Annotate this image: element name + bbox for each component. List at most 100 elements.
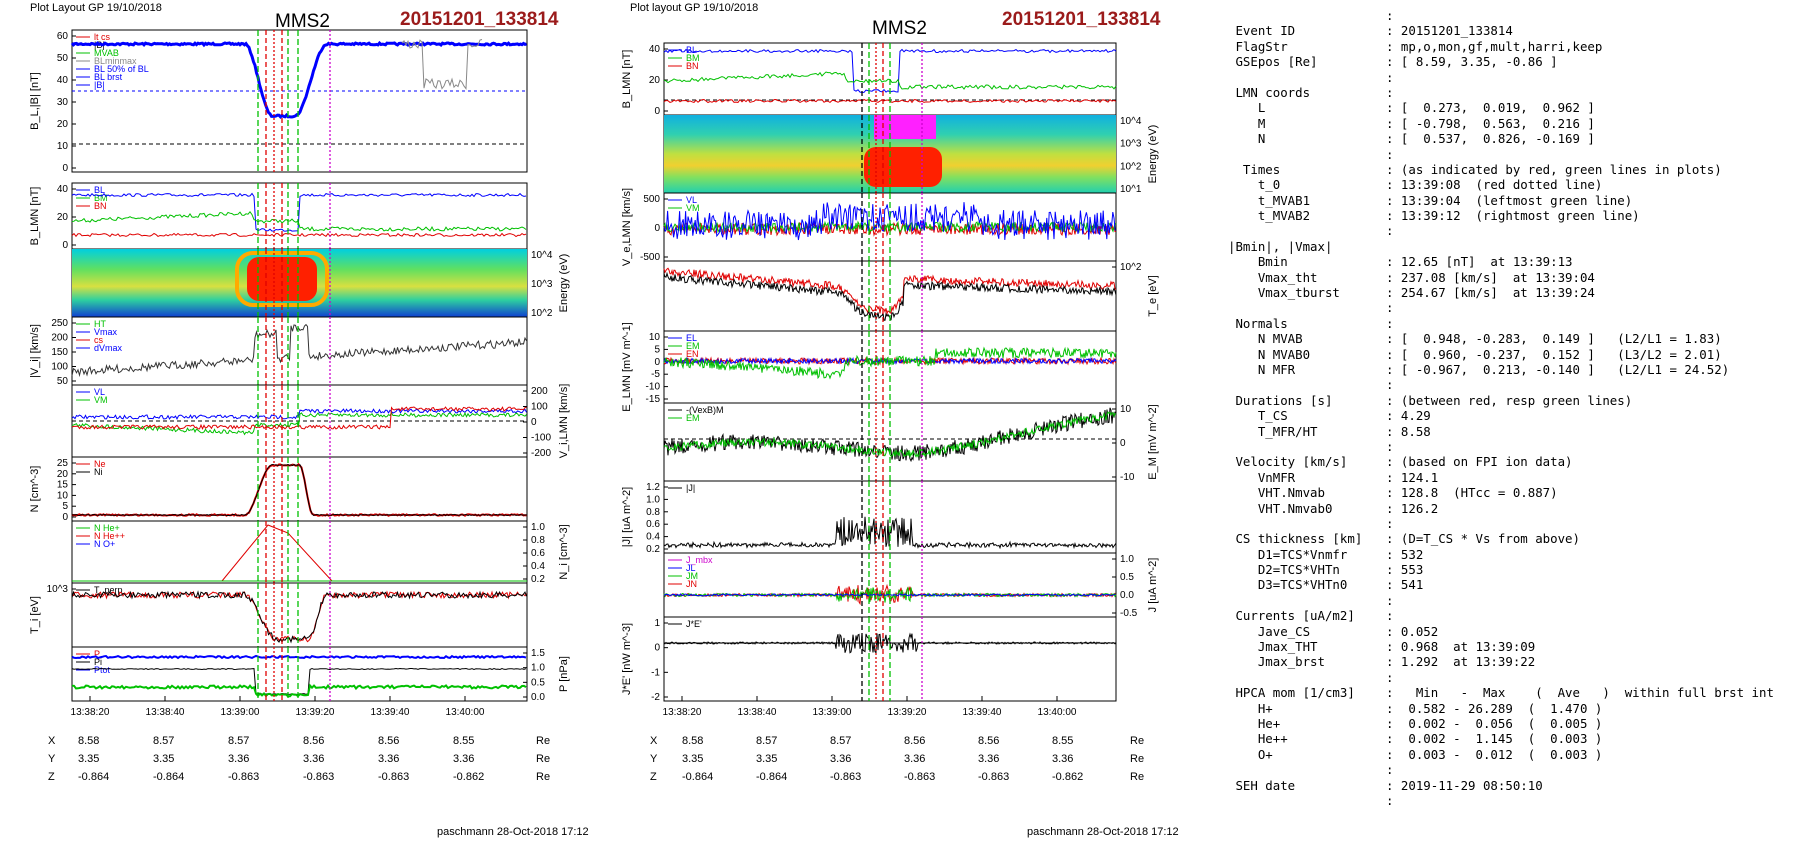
y-tick-label: 10 bbox=[57, 490, 69, 501]
info-line: L: [ 0.273, 0.019, 0.962 ] bbox=[1228, 100, 1774, 115]
info-line: Jmax_brst: 1.292 at 13:39:22 bbox=[1228, 654, 1774, 669]
info-line: HPCA mom [1/cm3]: Min - Max ( Ave ) with… bbox=[1228, 685, 1773, 700]
info-key: Durations [s] bbox=[1228, 392, 1333, 408]
x-tick-label: 13:39:20 bbox=[888, 707, 927, 718]
info-value: : 128.8 (HTcc = 0.887) bbox=[1386, 485, 1558, 501]
ti-par-series bbox=[71, 590, 527, 643]
y-tick-label: 50 bbox=[57, 53, 69, 64]
position-value: -0.864 bbox=[756, 771, 788, 783]
legend-entry: lt cs bbox=[94, 32, 111, 42]
info-line: t_0: 13:39:08 (red dotted line) bbox=[1228, 177, 1774, 192]
ti-perp-series bbox=[71, 590, 527, 644]
info-value: : [ -0.798, 0.563, 0.216 ] bbox=[1386, 115, 1595, 131]
y-tick-label: 0.8 bbox=[531, 535, 545, 546]
legend-entry: Ni bbox=[94, 467, 103, 477]
info-value: : 1.292 at 13:39:22 bbox=[1386, 654, 1536, 670]
panel-frame bbox=[71, 29, 528, 173]
info-key: Times bbox=[1228, 161, 1281, 177]
info-value: : [ 0.948, -0.283, 0.149 ] (L2/L1 = 1.83… bbox=[1386, 331, 1722, 347]
info-value: : bbox=[1386, 84, 1394, 100]
y-tick-label: 1 bbox=[654, 618, 660, 629]
y-tick-label: 60 bbox=[57, 31, 69, 42]
position-value: -0.864 bbox=[682, 771, 714, 783]
y-axis-label: Energy (eV) bbox=[1147, 125, 1159, 184]
info-key: D3=TCS*VHTn0 bbox=[1228, 577, 1348, 593]
ptot-series bbox=[71, 654, 527, 660]
y-tick-label: 10^2 bbox=[1120, 161, 1142, 172]
info-value: : (D=T_CS * Vs from above) bbox=[1386, 531, 1580, 547]
info-key bbox=[1228, 516, 1386, 531]
y-tick-label: 15 bbox=[57, 480, 69, 491]
left-event-title: 20151201_133814 bbox=[400, 9, 559, 30]
y-tick-label: -0.5 bbox=[1120, 608, 1138, 619]
legend-entry: Vmax bbox=[94, 327, 118, 337]
y-tick-label: 100 bbox=[531, 402, 548, 413]
y-axis-label: |V_i| [km/s] bbox=[29, 324, 41, 378]
middle-layout-label: Plot layout GP 19/10/2018 bbox=[630, 2, 759, 14]
info-key bbox=[1228, 223, 1386, 238]
info-value: : bbox=[1386, 792, 1394, 808]
position-row-label: Z bbox=[650, 771, 657, 783]
info-value: : bbox=[1386, 608, 1394, 624]
position-unit: Re bbox=[536, 753, 551, 765]
info-line: : bbox=[1228, 223, 1774, 238]
info-line: Jmax_THT: 0.968 at 13:39:09 bbox=[1228, 639, 1774, 654]
info-key: N bbox=[1228, 131, 1266, 147]
info-key: He++ bbox=[1228, 731, 1288, 747]
info-key: Event ID bbox=[1228, 23, 1296, 39]
y-axis-label: B_LMN [nT] bbox=[621, 50, 633, 109]
position-value: -0.863 bbox=[904, 771, 936, 783]
em-series bbox=[663, 411, 1117, 458]
info-line: Velocity [km/s]: (based on FPI ion data) bbox=[1228, 454, 1774, 469]
position-value: -0.863 bbox=[378, 771, 410, 783]
legend-entry: JL bbox=[686, 563, 696, 573]
y-tick-label: 20 bbox=[57, 469, 69, 480]
vn-series bbox=[71, 406, 527, 430]
info-value: : bbox=[1386, 438, 1394, 454]
info-key: |Bmin|, |Vmax| bbox=[1228, 238, 1333, 254]
y-tick-label: 100 bbox=[51, 362, 68, 373]
info-key: H+ bbox=[1228, 700, 1273, 716]
info-line: T_CS: 4.29 bbox=[1228, 408, 1774, 423]
panel-em: 10 0 -10 E_M [mV m^-2] -(VexB)MEM bbox=[663, 402, 1159, 483]
legend-entry: VM bbox=[686, 203, 700, 213]
position-value: -0.862 bbox=[1052, 771, 1084, 783]
y-tick-label: 1.0 bbox=[1120, 554, 1134, 565]
ne-series bbox=[71, 462, 527, 518]
x-tick-label: 13:40:00 bbox=[1038, 707, 1077, 718]
info-key: Jave_CS bbox=[1228, 623, 1311, 639]
info-key: LMN coords bbox=[1228, 84, 1311, 100]
ni-series bbox=[71, 463, 527, 517]
info-key: SEH date bbox=[1228, 777, 1296, 793]
info-key: T_CS bbox=[1228, 408, 1288, 424]
legend-entry: EN bbox=[686, 349, 699, 359]
info-key: FlagStr bbox=[1228, 38, 1288, 54]
y-axis-label: E_M [mV m^-2] bbox=[1147, 404, 1159, 479]
info-value: : 0.002 - 1.145 ( 0.003 ) bbox=[1386, 731, 1603, 747]
info-key: Bmin bbox=[1228, 254, 1288, 270]
info-line: : bbox=[1228, 70, 1774, 85]
info-key: D2=TCS*VHTn bbox=[1228, 562, 1340, 578]
legend-entry: Pi bbox=[94, 657, 102, 667]
info-value: : [ -0.967, 0.213, -0.140 ] (L2/L1 = 24.… bbox=[1386, 361, 1730, 377]
y-tick-label: -200 bbox=[531, 448, 551, 459]
y-axis-label: J*E' [nW m^-3] bbox=[621, 623, 633, 695]
left-footer: paschmann 28-Oct-2018 17:12 bbox=[437, 826, 589, 838]
x-tick-label: 13:40:00 bbox=[446, 707, 485, 718]
panel-spec: 10^4 10^3 10^2 Energy (eV) bbox=[71, 248, 570, 319]
y-tick-label: -5 bbox=[651, 369, 660, 380]
y-tick-label: 0.8 bbox=[646, 507, 660, 518]
y-tick-label: 20 bbox=[57, 212, 69, 223]
y-axis-label: E_LMN [mV m^-1] bbox=[621, 322, 633, 412]
info-line: N MFR: [ -0.967, 0.213, -0.140 ] (L2/L1 … bbox=[1228, 362, 1774, 377]
y-tick-label: 40 bbox=[649, 44, 661, 55]
x-tick-label: 13:38:20 bbox=[663, 707, 702, 718]
legend-entry: N He+ bbox=[94, 523, 120, 533]
info-line: H+: 0.582 - 26.289 ( 1.470 ) bbox=[1228, 701, 1774, 716]
info-line: : bbox=[1228, 793, 1774, 808]
y-tick-label: 20 bbox=[57, 119, 69, 130]
y-tick-label: 0 bbox=[654, 357, 660, 368]
position-value: 8.57 bbox=[228, 735, 250, 747]
